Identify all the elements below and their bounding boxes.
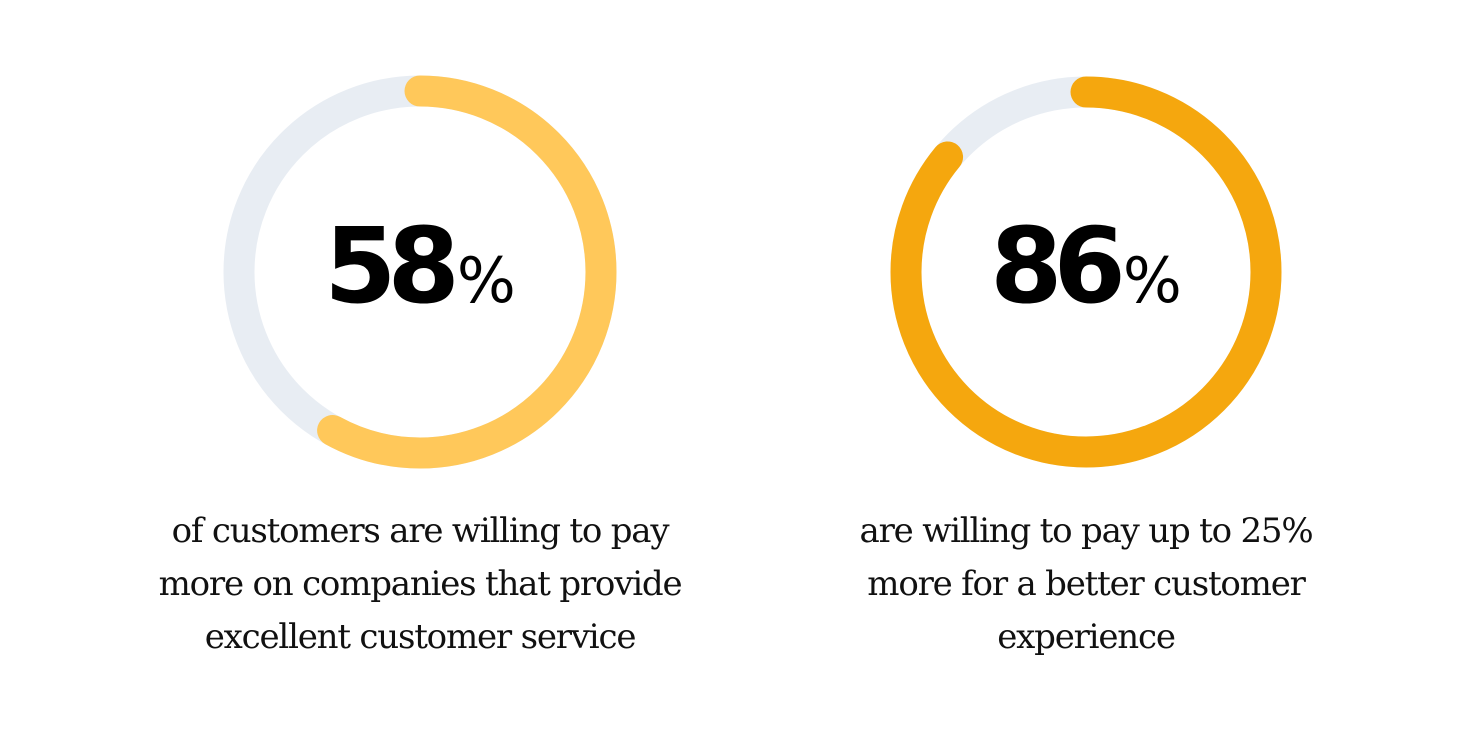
percent-sign: % bbox=[1122, 244, 1182, 317]
caption-line: are willing to pay up to 25% bbox=[859, 511, 1314, 551]
caption-line: experience bbox=[997, 617, 1176, 657]
caption-line: of customers are willing to pay bbox=[171, 511, 670, 551]
donut-chart-58 bbox=[223, 75, 617, 469]
ring-progress bbox=[890, 76, 1282, 468]
ring-progress bbox=[223, 75, 617, 469]
stat-caption: are willing to pay up to 25% more for a … bbox=[786, 505, 1386, 664]
stat-value: 86% bbox=[786, 205, 1386, 327]
stat-number: 58 bbox=[324, 205, 460, 327]
stat-number: 86 bbox=[990, 205, 1126, 327]
donut-ring bbox=[120, 0, 720, 520]
caption-line: more on companies that provide bbox=[158, 564, 683, 604]
caption-line: more for a better customer bbox=[867, 564, 1306, 604]
stat-card-86: 86% are willing to pay up to 25% more fo… bbox=[786, 0, 1386, 739]
caption-line: excellent customer service bbox=[204, 617, 637, 657]
stat-caption: of customers are willing to pay more on … bbox=[120, 505, 720, 664]
donut-ring bbox=[786, 0, 1386, 520]
donut-chart-86 bbox=[890, 76, 1282, 468]
stat-card-58: 58% of customers are willing to pay more… bbox=[120, 0, 720, 739]
stat-value: 58% bbox=[120, 205, 720, 327]
percent-sign: % bbox=[456, 244, 516, 317]
